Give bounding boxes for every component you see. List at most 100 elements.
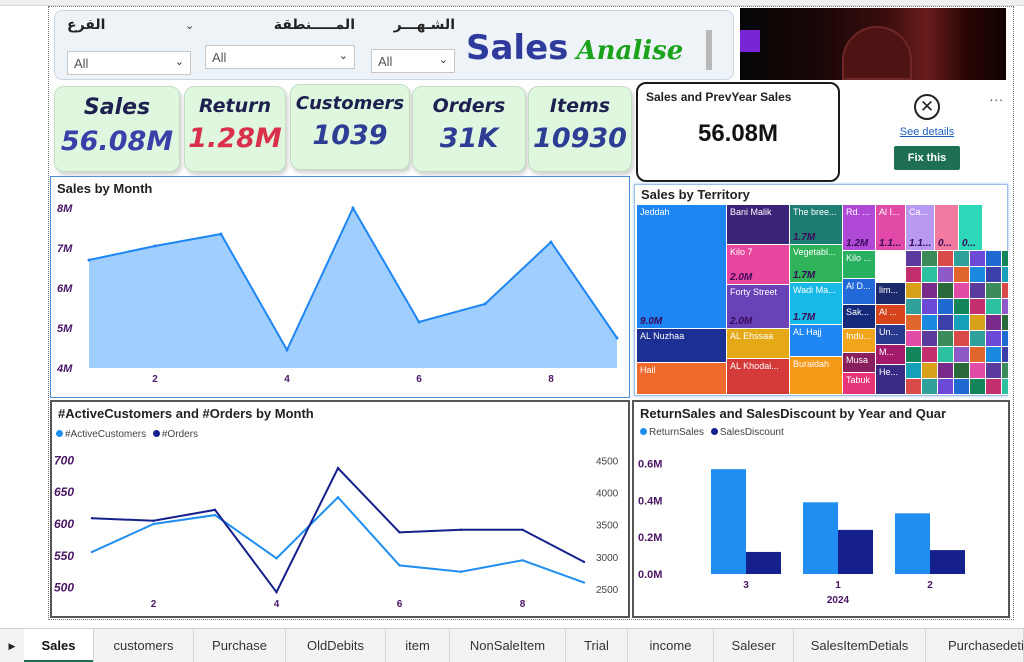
tab-salesitemdetials[interactable]: SalesItemDetials (794, 629, 926, 662)
treemap-tile[interactable] (1002, 331, 1009, 347)
treemap-tile[interactable]: Kilo ... (843, 251, 876, 279)
tab-trial[interactable]: Trial (566, 629, 628, 662)
treemap-tile[interactable] (970, 363, 986, 379)
treemap-tile[interactable] (1002, 299, 1009, 315)
treemap-tile[interactable] (922, 267, 938, 283)
treemap-tile[interactable]: The bree... 1.7M (790, 205, 843, 245)
treemap-tile[interactable] (938, 299, 954, 315)
treemap-tile[interactable] (938, 251, 954, 267)
treemap-tile[interactable] (1002, 347, 1009, 363)
treemap-tile[interactable] (1002, 267, 1009, 283)
treemap-tile[interactable] (954, 267, 970, 283)
kpi-card-customers[interactable]: Customers 1039 (290, 84, 410, 170)
treemap-tile[interactable] (938, 315, 954, 331)
see-details-link[interactable]: See details (899, 126, 955, 138)
treemap-tile[interactable] (986, 331, 1002, 347)
treemap-tile[interactable] (922, 251, 938, 267)
treemap-tile[interactable]: Al D... (843, 279, 876, 305)
branch-dropdown[interactable]: All ⌄ (67, 51, 191, 75)
treemap-tile[interactable]: Buraidah (790, 357, 843, 395)
month-dropdown[interactable]: All ⌄ (371, 49, 455, 73)
treemap-tile[interactable]: Forty Street 2.0M (727, 285, 790, 329)
kpi-card-return[interactable]: Return 1.28M (184, 86, 286, 172)
treemap-tile[interactable] (954, 283, 970, 299)
return-discount-chart[interactable]: ReturnSales and SalesDiscount by Year an… (632, 400, 1010, 618)
chevron-down-icon[interactable]: ⌄ (185, 20, 195, 32)
treemap-tile[interactable] (906, 363, 922, 379)
treemap-tile[interactable]: Indu... (843, 329, 876, 353)
treemap-tile[interactable] (938, 283, 954, 299)
treemap-tile[interactable] (1002, 283, 1009, 299)
treemap-tile[interactable] (938, 347, 954, 363)
treemap-tile[interactable]: 0... (959, 205, 983, 251)
treemap-tile[interactable] (1002, 315, 1009, 331)
kpi-card-orders[interactable]: Orders 31K (412, 86, 526, 172)
treemap-tile[interactable] (1002, 363, 1009, 379)
treemap-tile[interactable] (954, 331, 970, 347)
sales-by-month-chart[interactable]: Sales by Month 8M 7M 6M 5M 4M 2 4 6 8 (50, 176, 630, 398)
treemap-tile[interactable] (938, 267, 954, 283)
treemap-tile[interactable] (986, 283, 1002, 299)
sales-by-territory-chart[interactable]: Sales by Territory Jeddah 9.0M AL Nuzhaa Ha… (634, 184, 1009, 396)
tab-item[interactable]: item (386, 629, 450, 662)
tab-olddebits[interactable]: OldDebits (286, 629, 386, 662)
tab-income[interactable]: income (628, 629, 714, 662)
tab-sales[interactable]: Sales (24, 629, 94, 662)
treemap-tile[interactable] (906, 299, 922, 315)
treemap-tile[interactable] (986, 347, 1002, 363)
treemap-tile[interactable] (906, 347, 922, 363)
treemap-tile[interactable] (986, 379, 1002, 395)
treemap-tile[interactable] (938, 363, 954, 379)
treemap-tile[interactable] (986, 315, 1002, 331)
treemap-tile[interactable] (938, 331, 954, 347)
treemap-tile[interactable]: Kilo 7 2.0M (727, 245, 790, 285)
treemap-tile[interactable] (906, 315, 922, 331)
treemap-tile[interactable] (906, 283, 922, 299)
treemap-tile[interactable]: AL Ehssaa (727, 329, 790, 359)
prev-year-sales-card[interactable]: Sales and PrevYear Sales 56.08M (636, 82, 840, 182)
treemap-tile[interactable]: Rd. ... 1.2M (843, 205, 876, 251)
treemap-tile[interactable]: Jeddah 9.0M (637, 205, 727, 329)
treemap-tile[interactable]: Bani Malik (727, 205, 790, 245)
treemap-tile[interactable] (970, 331, 986, 347)
treemap-tile[interactable] (922, 299, 938, 315)
treemap-tile[interactable]: AL Khodai... (727, 359, 790, 395)
treemap-tile[interactable] (906, 331, 922, 347)
treemap-tile[interactable] (954, 347, 970, 363)
treemap-tile[interactable] (1002, 379, 1009, 395)
fix-this-button[interactable]: Fix this (893, 146, 961, 170)
treemap-tile[interactable] (986, 251, 1002, 267)
treemap-tile[interactable]: Al ... (876, 305, 906, 325)
treemap-tile[interactable] (970, 283, 986, 299)
treemap-tile[interactable] (954, 315, 970, 331)
play-right-icon[interactable]: ▶ (8, 641, 16, 651)
treemap-tile[interactable]: 0... (935, 205, 959, 251)
treemap-tile[interactable]: lim... (876, 283, 906, 305)
treemap-tile[interactable] (970, 299, 986, 315)
treemap-tile[interactable]: Sak... (843, 305, 876, 329)
treemap-tile[interactable] (954, 299, 970, 315)
treemap-tile[interactable] (970, 267, 986, 283)
treemap-tile[interactable]: Wadi Ma... 1.7M (790, 283, 843, 325)
treemap-tile[interactable] (922, 347, 938, 363)
treemap-tile[interactable]: Hail (637, 363, 727, 395)
treemap-tile[interactable] (970, 347, 986, 363)
treemap-tile[interactable]: Al I... 1.1... (876, 205, 906, 251)
kpi-card-sales[interactable]: Sales 56.08M (54, 86, 180, 172)
treemap-tile[interactable]: AL Nuzhaa (637, 329, 727, 363)
treemap-tile[interactable] (906, 267, 922, 283)
treemap-tile[interactable] (986, 363, 1002, 379)
tab-nonsaleitem[interactable]: NonSaleItem (450, 629, 566, 662)
treemap-tile[interactable]: AL Hajj (790, 325, 843, 357)
treemap-tile[interactable] (922, 331, 938, 347)
treemap-tile[interactable]: Vegetabl... 1.7M (790, 245, 843, 283)
treemap-tile[interactable] (922, 315, 938, 331)
treemap-tile[interactable]: Un... (876, 325, 906, 345)
treemap-tile[interactable]: Musa (843, 353, 876, 373)
tab-saleser[interactable]: Saleser (714, 629, 794, 662)
kpi-card-items[interactable]: Items 10930 (528, 86, 632, 172)
treemap-tile[interactable]: Ca... 1.1... (906, 205, 935, 251)
treemap-tile[interactable]: He... (876, 365, 906, 395)
treemap-tile[interactable] (986, 299, 1002, 315)
tab-purchase[interactable]: Purchase (194, 629, 286, 662)
